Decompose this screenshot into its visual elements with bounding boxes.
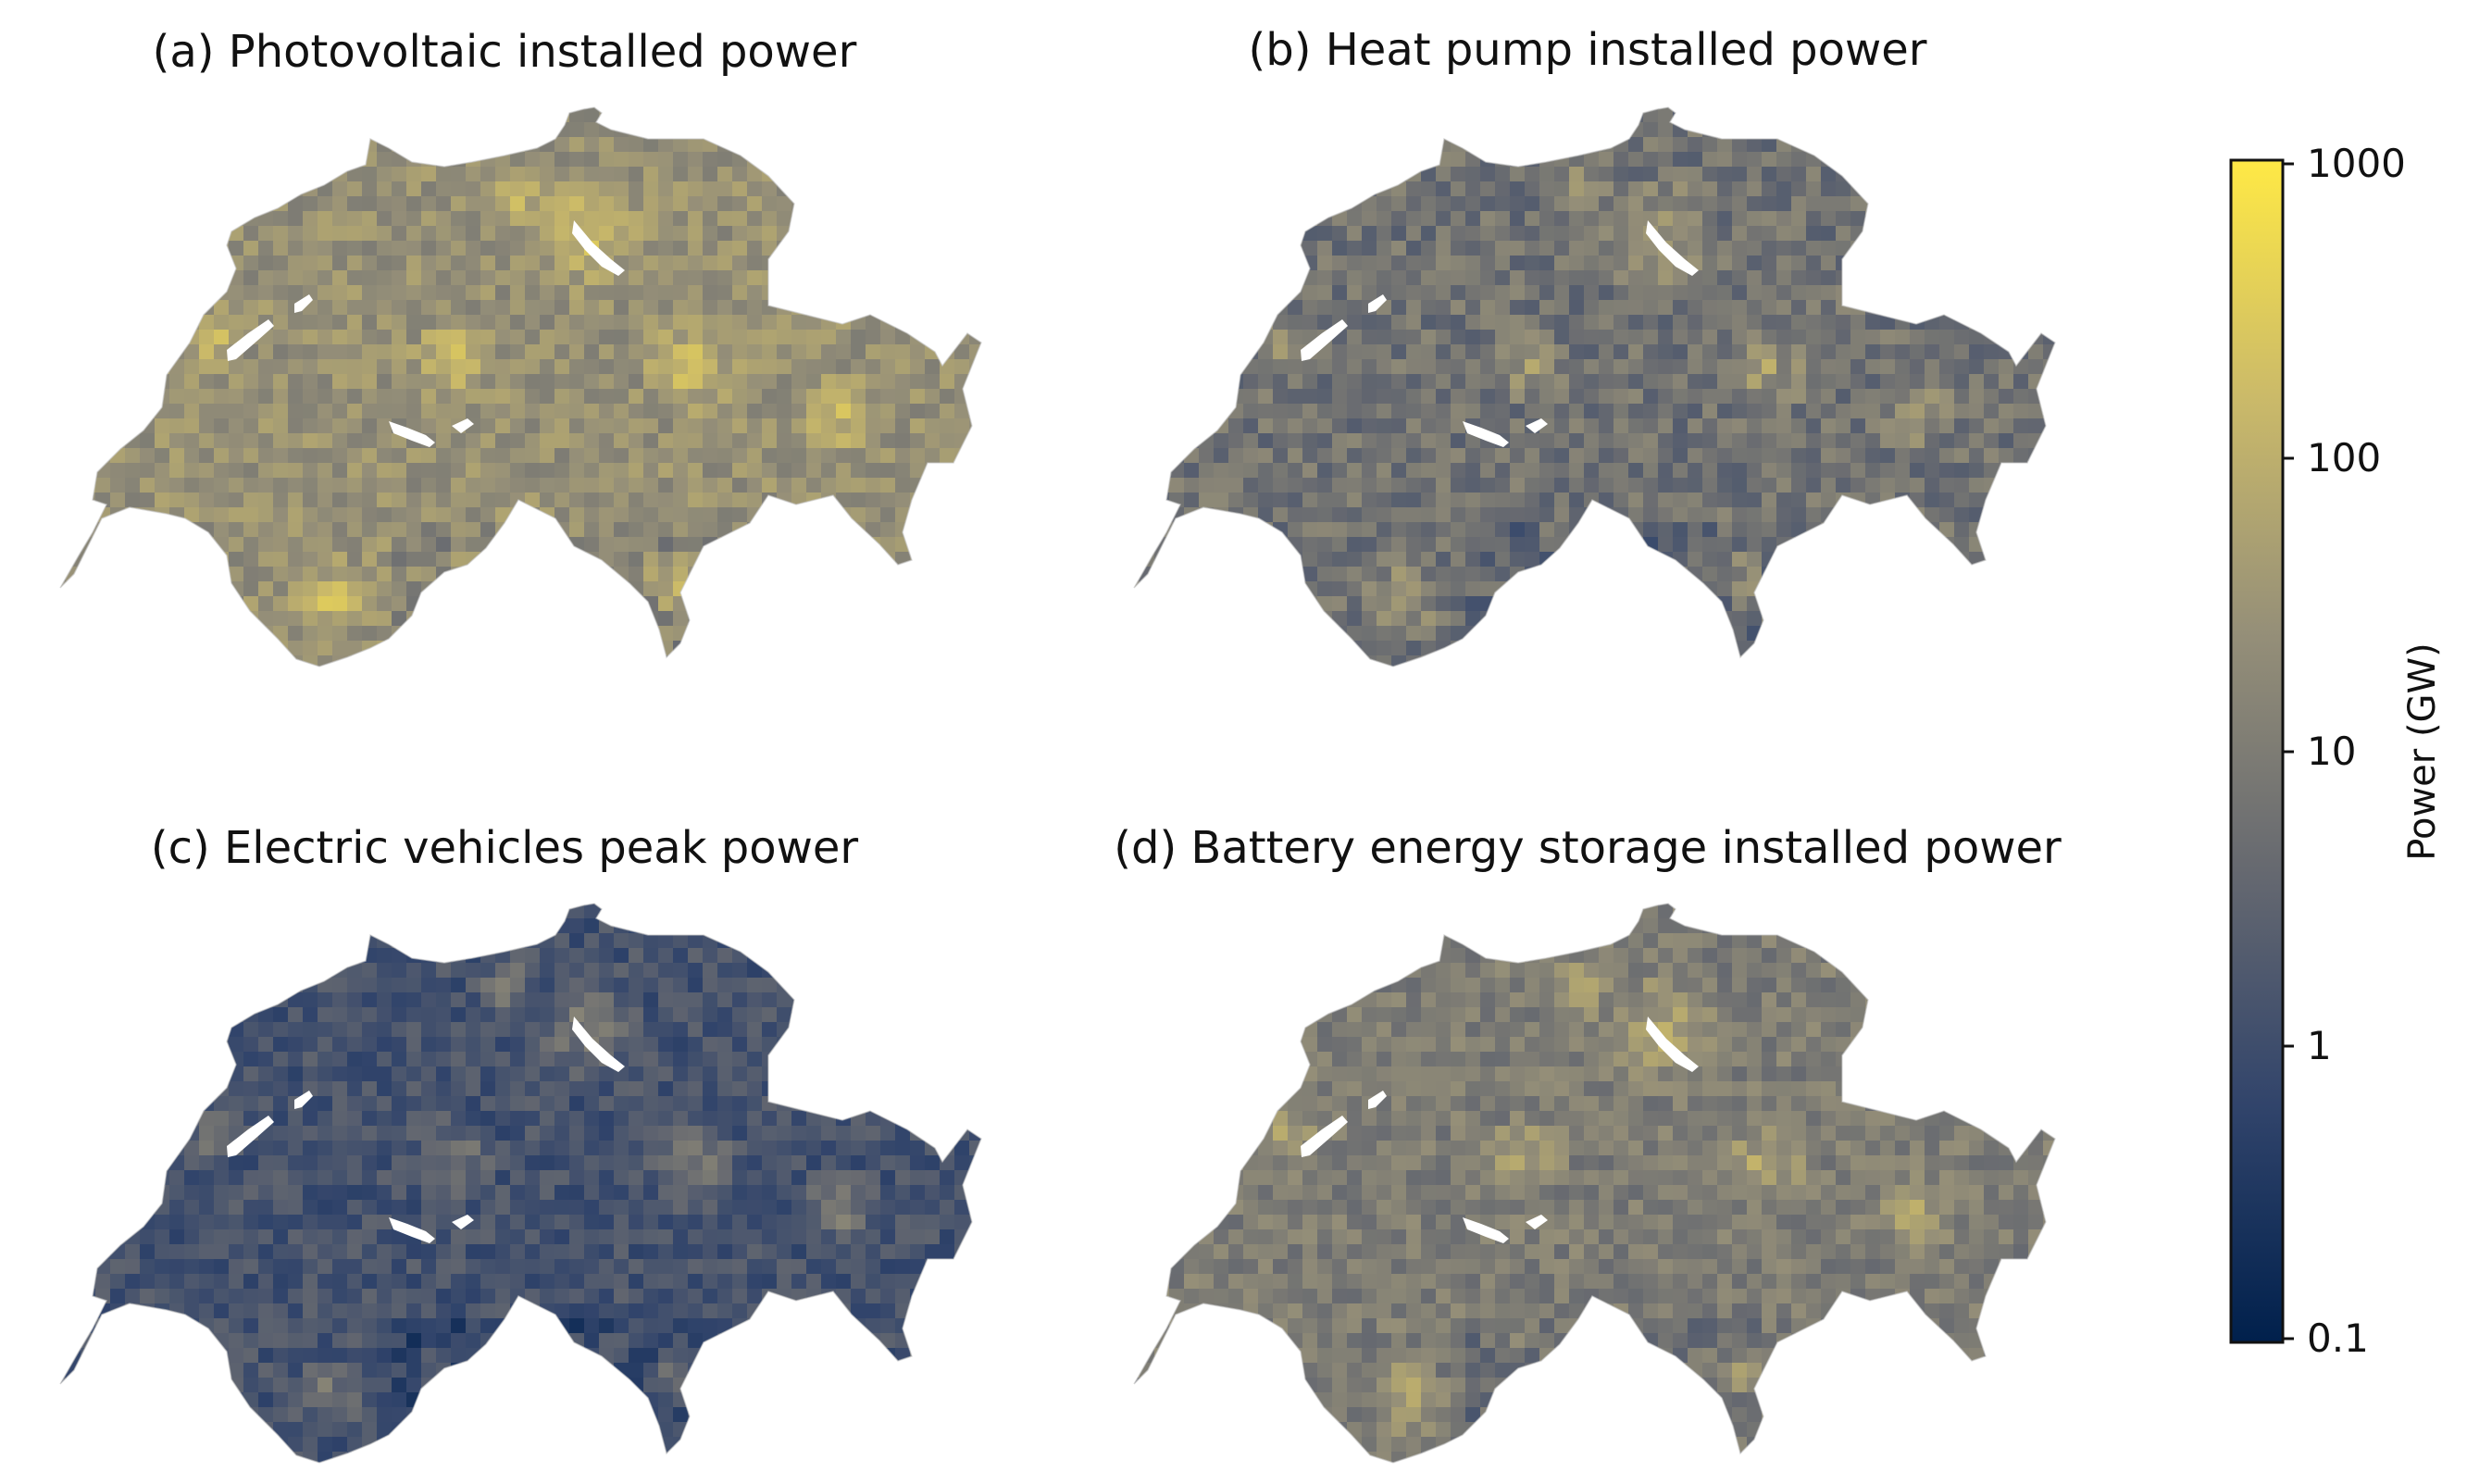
panel-a-map [51,93,1000,686]
lake [1259,1328,1276,1337]
colorbar-label: Power (GW) [2401,642,2444,860]
lake [185,1328,202,1337]
panel-c-electric-vehicles: (c) Electric vehicles peak power [51,822,1000,1482]
colorbar-gradient [2231,160,2283,1342]
colorbar-tick-0.1: 0.1 [2307,1316,2369,1361]
panel-b-title: (b) Heat pump installed power [1249,24,1927,76]
panel-b-heat-pump: (b) Heat pump installed power [1125,24,2074,686]
panel-c-title: (c) Electric vehicles peak power [151,822,859,874]
panel-a-photovoltaic: (a) Photovoltaic installed power [51,26,1000,686]
colorbar-tick-10: 10 [2307,729,2356,774]
panel-a-title: (a) Photovoltaic installed power [153,26,857,78]
colorbar-ticks [2283,164,2294,1339]
panel-d-title: (d) Battery energy storage installed pow… [1114,822,2062,874]
panel-b-map [1125,93,2074,686]
colorbar-tick-100: 100 [2307,435,2381,480]
colorbar-tick-1: 1 [2307,1023,2332,1068]
colorbar: 1000 100 10 1 0.1 Power (GW) [2231,141,2444,1361]
lake [1259,531,1276,541]
panel-d-battery-storage: (d) Battery energy storage installed pow… [1114,822,2073,1482]
panel-c-map [51,889,1000,1482]
panel-d-map [1125,889,2074,1482]
lake [185,531,202,541]
colorbar-tick-1000: 1000 [2307,141,2406,186]
